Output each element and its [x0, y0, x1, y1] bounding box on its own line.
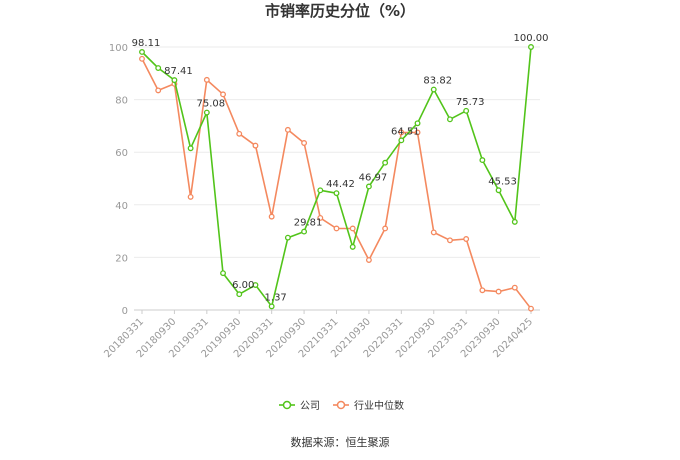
- y-tick-label: 40: [115, 201, 128, 212]
- series-line-company: [141, 46, 532, 308]
- y-tick-label: 0: [122, 306, 128, 317]
- industry-median-point: [349, 225, 356, 232]
- legend-marker: [282, 400, 292, 410]
- source-note: 数据来源：恒生聚源: [291, 435, 390, 449]
- industry-median-point: [463, 236, 470, 242]
- industry-median-point: [528, 305, 534, 312]
- company-point: [317, 187, 324, 194]
- company-point: [495, 187, 502, 194]
- industry-median-point: [139, 55, 145, 62]
- data-label: 98.11: [132, 38, 161, 49]
- company-point: [430, 86, 437, 93]
- legend-marker: [336, 400, 346, 410]
- data-label: 87.41: [164, 66, 193, 77]
- company-point: [333, 190, 340, 197]
- company-point: [479, 157, 486, 164]
- industry-median-point: [317, 214, 324, 221]
- y-tick-label: 80: [115, 96, 128, 107]
- industry-median-point: [430, 229, 437, 236]
- company-point: [382, 159, 389, 166]
- legend[interactable]: 公司 行业中位数: [279, 399, 404, 412]
- company-point: [447, 116, 453, 123]
- industry-median-point: [301, 140, 308, 146]
- company-point: [398, 137, 405, 144]
- data-label: 29.81: [294, 218, 323, 229]
- company-point: [511, 218, 518, 225]
- data-label: 44.42: [326, 179, 355, 190]
- legend-item-industry-median[interactable]: 行业中位数: [333, 399, 404, 412]
- data-label: 6.00: [232, 280, 254, 291]
- industry-median-point: [155, 87, 162, 94]
- industry-median-point: [479, 287, 486, 294]
- company-point: [252, 282, 259, 288]
- legend-label: 公司: [300, 401, 320, 412]
- company-point: [203, 109, 210, 116]
- x-axis: 2018033120180930201903312019093020200331…: [102, 309, 540, 360]
- data-label: 100.00: [514, 33, 549, 44]
- legend-label: 行业中位数: [354, 399, 404, 412]
- industry-median-point: [220, 91, 226, 98]
- data-label: 75.73: [456, 97, 485, 108]
- industry-median-point: [414, 129, 421, 136]
- company-point: [365, 183, 372, 190]
- industry-median-point: [398, 129, 405, 136]
- company-point: [463, 107, 470, 114]
- series-layer: [139, 44, 534, 312]
- company-point: [139, 49, 145, 55]
- industry-median-point: [382, 225, 389, 232]
- data-label: 75.08: [197, 99, 226, 110]
- industry-median-point: [511, 284, 518, 291]
- industry-median-point: [495, 288, 502, 295]
- company-point: [528, 44, 534, 50]
- data-label: 64.51: [391, 126, 420, 137]
- y-tick-label: 60: [115, 148, 128, 159]
- data-label: 45.53: [488, 176, 517, 187]
- industry-median-point: [252, 142, 259, 149]
- company-point: [171, 77, 178, 84]
- company-point: [155, 65, 162, 71]
- industry-median-point: [365, 257, 372, 263]
- data-label: 1.37: [265, 292, 287, 303]
- industry-median-point: [447, 237, 453, 244]
- industry-median-point: [187, 193, 194, 200]
- company-point: [268, 303, 275, 310]
- company-point: [414, 120, 421, 127]
- legend-item-company[interactable]: 公司: [279, 400, 320, 412]
- industry-median-point: [203, 76, 210, 83]
- data-labels: 98.11 87.41 75.08 6.00 1.37 29.81 44.42 46.97 64…: [132, 33, 549, 303]
- chart-title: 市销率历史分位（%）: [265, 2, 415, 20]
- industry-median-point: [236, 130, 243, 137]
- company-point: [349, 243, 356, 250]
- data-label: 46.97: [359, 172, 388, 183]
- y-tick-label: 20: [115, 253, 128, 264]
- industry-median-point: [268, 213, 275, 220]
- company-point: [236, 291, 243, 298]
- company-point: [220, 270, 226, 277]
- company-point: [187, 145, 194, 152]
- company-point: [284, 234, 291, 241]
- y-tick-label: 100: [109, 43, 128, 54]
- industry-median-point: [284, 126, 291, 133]
- industry-median-point: [333, 225, 340, 232]
- data-label: 83.82: [423, 76, 452, 87]
- company-point: [301, 228, 308, 235]
- y-axis-ticks: 0 20 40 60 80 100: [109, 43, 128, 317]
